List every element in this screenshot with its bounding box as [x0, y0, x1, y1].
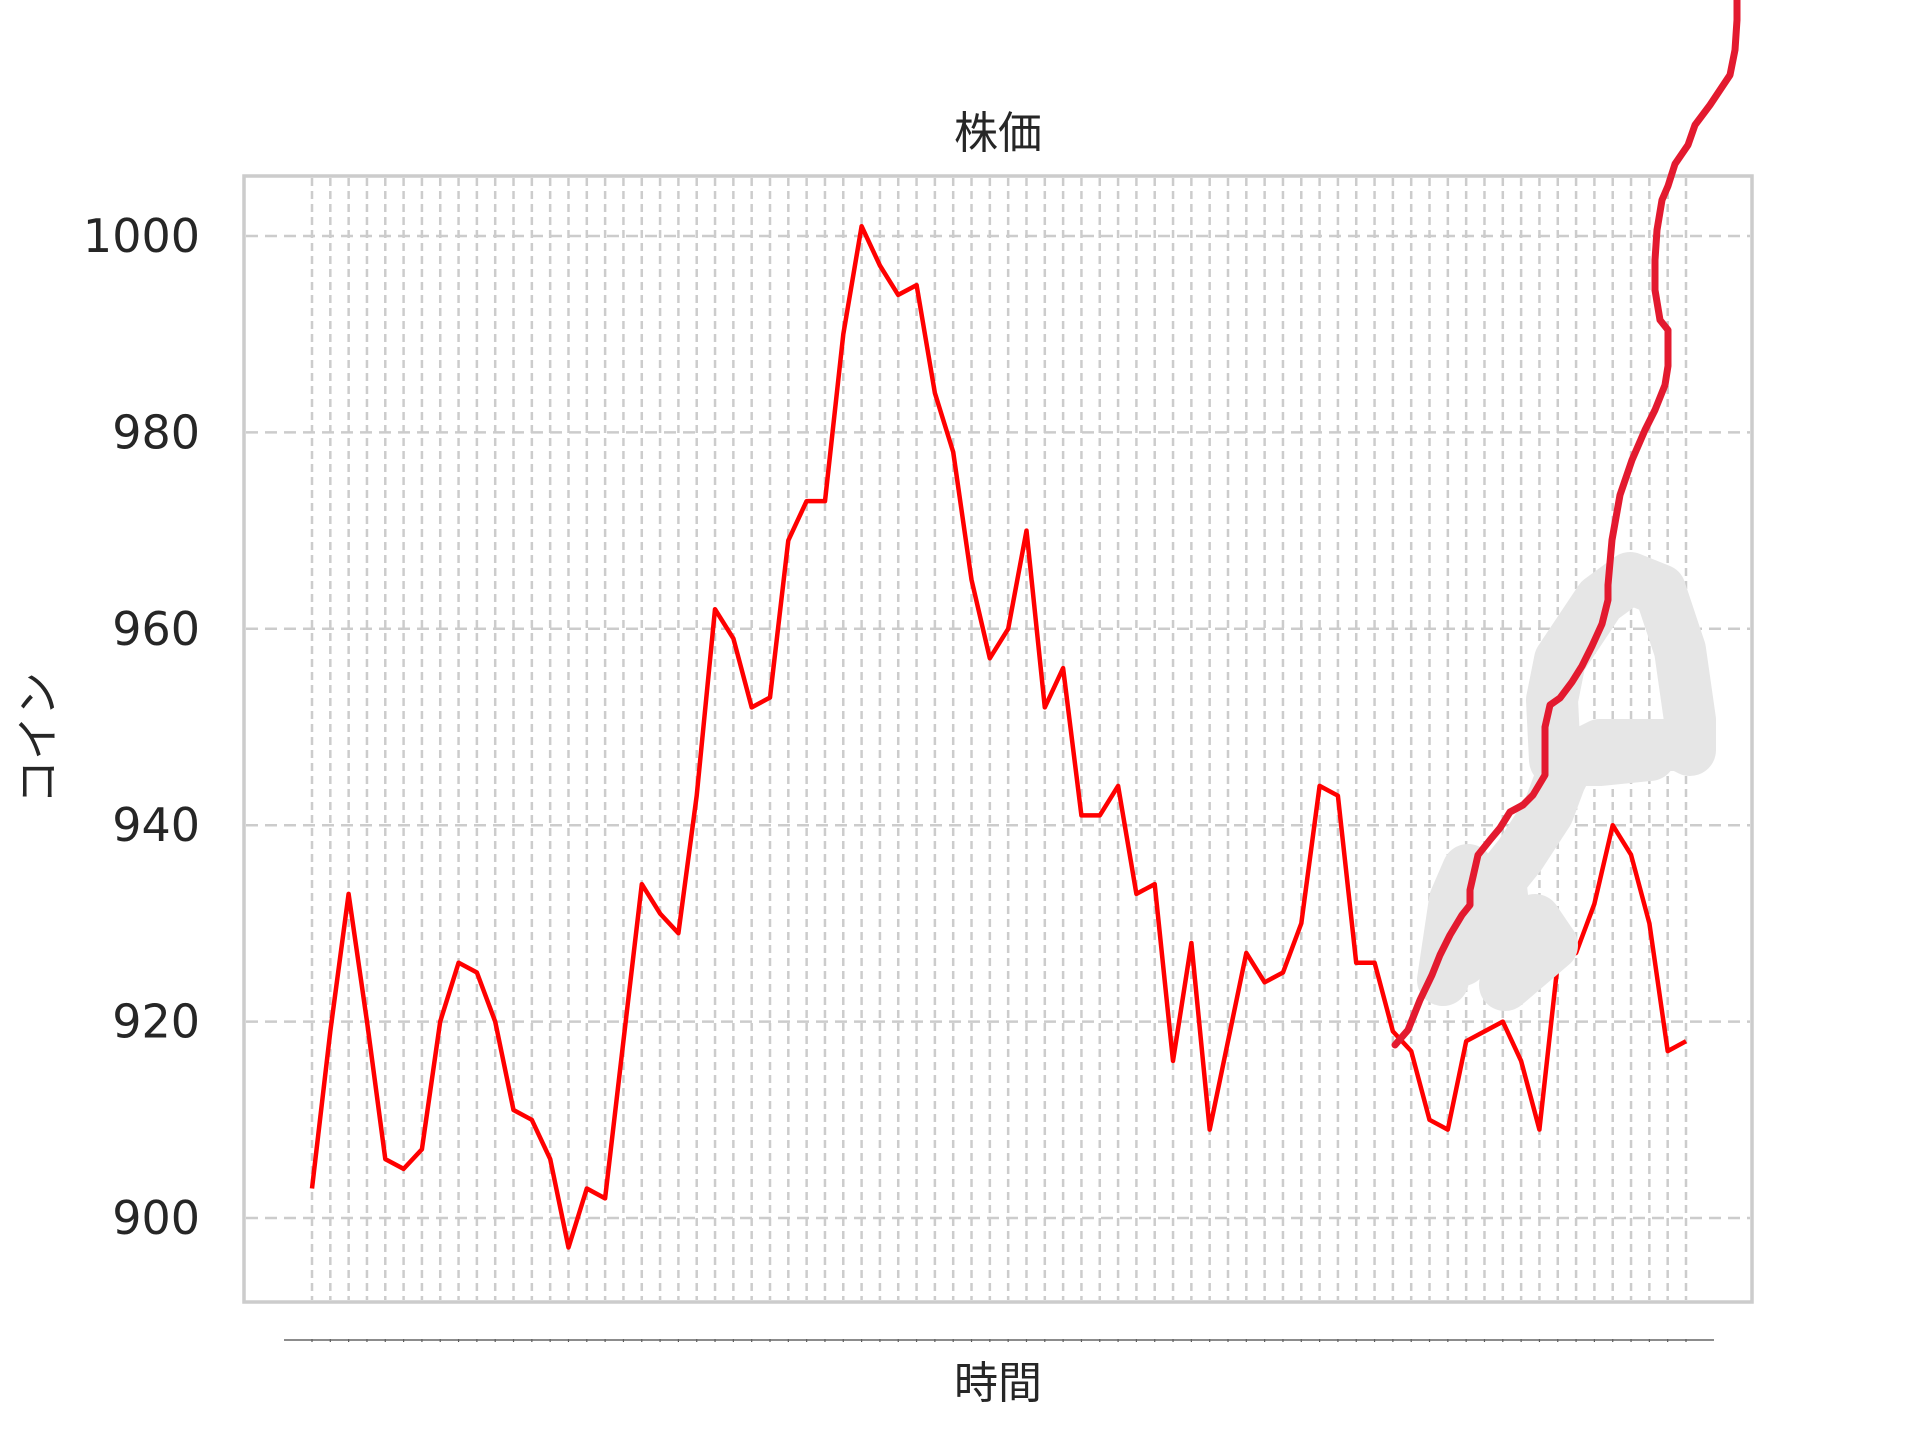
y-tick-labels: 900 920 940 960 980 1000	[83, 209, 200, 1245]
hand-drawn-overlay-stroke	[1391, 0, 1741, 1049]
chart-title: 株価	[954, 108, 1042, 159]
x-axis-label: 時間	[954, 1358, 1042, 1409]
plot-frame	[242, 174, 1754, 1304]
x-tick-marks	[284, 1339, 1714, 1342]
y-axis-label: コイン	[13, 672, 64, 804]
smudge-annotation	[1417, 552, 1716, 1011]
smudge-blob	[1417, 552, 1716, 1011]
y-tick-label: 980	[112, 405, 200, 459]
y-tick-label: 920	[112, 995, 200, 1049]
series-line	[309, 223, 1688, 1250]
y-tick-label: 940	[112, 798, 200, 852]
y-tick-label: 900	[112, 1191, 200, 1245]
y-tick-label: 1000	[83, 209, 200, 263]
vertical-grid-lines	[310, 178, 1688, 1300]
y-tick-label: 960	[112, 602, 200, 656]
